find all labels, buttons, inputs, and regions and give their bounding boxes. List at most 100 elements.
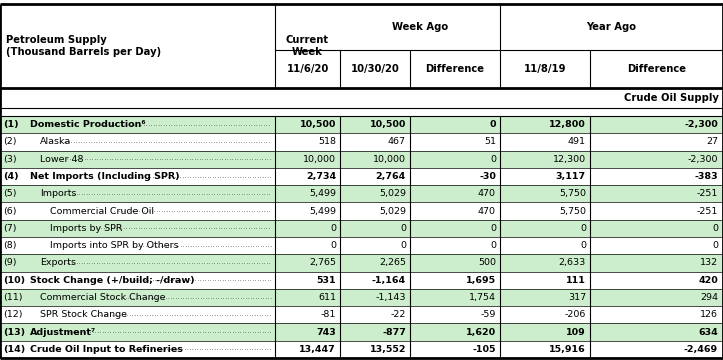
Text: 0: 0	[580, 224, 586, 233]
Text: SPR Stock Change: SPR Stock Change	[40, 310, 127, 319]
Text: 0: 0	[490, 241, 496, 250]
Text: (3): (3)	[3, 155, 17, 164]
Text: 0: 0	[712, 224, 718, 233]
Text: 132: 132	[700, 258, 718, 267]
Text: (4): (4)	[3, 172, 19, 181]
Text: Net Imports (Including SPR): Net Imports (Including SPR)	[30, 172, 179, 181]
Text: Imports: Imports	[40, 189, 77, 198]
Text: (5): (5)	[3, 189, 17, 198]
Text: 634: 634	[698, 328, 718, 337]
Text: 0: 0	[490, 155, 496, 164]
Text: (13): (13)	[3, 328, 25, 337]
Text: 420: 420	[698, 276, 718, 285]
Text: (6): (6)	[3, 207, 17, 216]
Bar	[0, 306, 723, 323]
Text: Commercial Crude Oil: Commercial Crude Oil	[50, 207, 154, 216]
Text: Alaska: Alaska	[40, 138, 72, 147]
Text: 15,916: 15,916	[549, 345, 586, 354]
Text: Year Ago: Year Ago	[586, 22, 636, 32]
Text: 0: 0	[712, 241, 718, 250]
Text: (14): (14)	[3, 345, 25, 354]
Text: -1,143: -1,143	[375, 293, 406, 302]
Bar	[0, 133, 723, 150]
Bar	[0, 202, 723, 220]
Text: Exports: Exports	[40, 258, 76, 267]
Text: Adjustment⁷: Adjustment⁷	[30, 328, 96, 337]
Text: 0: 0	[490, 224, 496, 233]
Bar	[0, 150, 723, 168]
Text: 1,620: 1,620	[466, 328, 496, 337]
Text: 2,633: 2,633	[559, 258, 586, 267]
Bar	[0, 271, 723, 289]
Text: -251: -251	[697, 189, 718, 198]
Text: 2,265: 2,265	[379, 258, 406, 267]
Text: 470: 470	[478, 189, 496, 198]
Text: -2,469: -2,469	[684, 345, 718, 354]
Text: 126: 126	[700, 310, 718, 319]
Text: 5,029: 5,029	[379, 189, 406, 198]
Bar	[0, 220, 723, 237]
Text: 10,500: 10,500	[369, 120, 406, 129]
Text: -59: -59	[481, 310, 496, 319]
Text: 5,029: 5,029	[379, 207, 406, 216]
Bar	[0, 289, 723, 306]
Text: 51: 51	[484, 138, 496, 147]
Bar	[0, 168, 723, 185]
Text: (8): (8)	[3, 241, 17, 250]
Text: Crude Oil Supply: Crude Oil Supply	[624, 93, 719, 103]
Text: 5,750: 5,750	[559, 189, 586, 198]
Text: 10,000: 10,000	[303, 155, 336, 164]
Text: 111: 111	[566, 276, 586, 285]
Text: 2,765: 2,765	[309, 258, 336, 267]
Text: 27: 27	[706, 138, 718, 147]
Text: (7): (7)	[3, 224, 17, 233]
Text: -877: -877	[382, 328, 406, 337]
Text: -206: -206	[565, 310, 586, 319]
Text: 317: 317	[568, 293, 586, 302]
Text: -383: -383	[694, 172, 718, 181]
Text: -22: -22	[390, 310, 406, 319]
Text: 10,000: 10,000	[373, 155, 406, 164]
Text: Difference: Difference	[627, 64, 686, 74]
Text: Current
Week: Current Week	[286, 35, 329, 57]
Text: 294: 294	[700, 293, 718, 302]
Text: 12,300: 12,300	[553, 155, 586, 164]
Text: 0: 0	[330, 224, 336, 233]
Text: Domestic Production⁶: Domestic Production⁶	[30, 120, 145, 129]
Bar	[0, 116, 723, 133]
Text: Imports into SPR by Others: Imports into SPR by Others	[50, 241, 179, 250]
Text: 13,552: 13,552	[369, 345, 406, 354]
Text: 518: 518	[318, 138, 336, 147]
Text: -30: -30	[479, 172, 496, 181]
Text: (10): (10)	[3, 276, 25, 285]
Bar	[0, 237, 723, 254]
Text: 13,447: 13,447	[299, 345, 336, 354]
Text: 2,764: 2,764	[376, 172, 406, 181]
Text: 2,734: 2,734	[306, 172, 336, 181]
Text: 5,499: 5,499	[309, 207, 336, 216]
Text: Imports by SPR: Imports by SPR	[50, 224, 122, 233]
Text: -2,300: -2,300	[688, 155, 718, 164]
Text: (11): (11)	[3, 293, 22, 302]
Text: 10/30/20: 10/30/20	[351, 64, 399, 74]
Text: Week Ago: Week Ago	[392, 22, 448, 32]
Text: 5,499: 5,499	[309, 189, 336, 198]
Text: -81: -81	[320, 310, 336, 319]
Text: 5,750: 5,750	[559, 207, 586, 216]
Text: Commercial Stock Change: Commercial Stock Change	[40, 293, 166, 302]
Text: 0: 0	[330, 241, 336, 250]
Text: 611: 611	[318, 293, 336, 302]
Text: -105: -105	[473, 345, 496, 354]
Text: 531: 531	[317, 276, 336, 285]
Text: -251: -251	[697, 207, 718, 216]
Text: 11/6/20: 11/6/20	[286, 64, 329, 74]
Text: -2,300: -2,300	[684, 120, 718, 129]
Text: (2): (2)	[3, 138, 17, 147]
Text: 1,754: 1,754	[469, 293, 496, 302]
Text: -1,164: -1,164	[372, 276, 406, 285]
Text: 1,695: 1,695	[466, 276, 496, 285]
Text: Petroleum Supply
(Thousand Barrels per Day): Petroleum Supply (Thousand Barrels per D…	[6, 35, 161, 57]
Text: 467: 467	[388, 138, 406, 147]
Bar	[0, 185, 723, 202]
Text: (12): (12)	[3, 310, 22, 319]
